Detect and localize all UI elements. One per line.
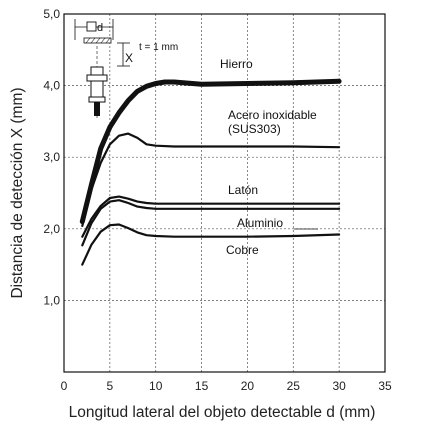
sensor-body	[90, 80, 104, 98]
target-hatch-3	[95, 37, 101, 44]
x-tick-label: 10	[149, 379, 163, 393]
target-hatch-2	[90, 37, 96, 44]
y-tick-label: 1,0	[43, 293, 60, 307]
square-symbol	[86, 21, 97, 32]
series-line-acero-inoxidable	[81, 132, 341, 227]
series-label-aluminio: Aluminio	[237, 216, 283, 230]
y-tick-label: 4,0	[43, 79, 60, 93]
x-axis-label: Longitud lateral del objeto detectable d…	[69, 404, 376, 421]
y-tick-label: 2,0	[43, 222, 60, 236]
d-symbol-label: d	[97, 22, 103, 34]
series-lines	[79, 78, 342, 266]
target-hatch-1	[85, 37, 91, 44]
series-line-cobre	[81, 223, 341, 266]
y-tick-labels: 1,0 2,0 3,0 4,0 5,0	[43, 7, 60, 307]
x-tick-label: 15	[195, 379, 209, 393]
sensor-diagram: d X t = 1 mm	[74, 19, 178, 118]
x-tick-label: 25	[287, 379, 301, 393]
sensor-head	[90, 66, 104, 76]
thickness-note: t = 1 mm	[139, 42, 178, 53]
series-label-hierro: Hierro	[220, 57, 253, 71]
plot-frame	[63, 13, 386, 373]
series-label-cobre: Cobre	[226, 243, 259, 257]
target-plate	[83, 37, 112, 44]
y-axis-label: Distancia de detección X (mm)	[9, 87, 26, 298]
x-tick-label: 35	[378, 379, 392, 393]
series-label-acero: Acero inoxidable	[228, 108, 317, 122]
sensor-cable	[94, 102, 100, 116]
y-tick-label: 5,0	[43, 7, 60, 21]
series-line-aluminio	[81, 199, 341, 247]
x-tick-label: 20	[241, 379, 255, 393]
x-tick-labels: 0 5 10 15 20 25 30 35	[61, 379, 392, 393]
target-hatch-4	[100, 37, 106, 44]
sensor-lower-nut	[88, 96, 106, 103]
x-tick-label: 5	[107, 379, 114, 393]
target-hatch-5	[105, 37, 111, 44]
series-line-hierro	[79, 78, 342, 225]
series-label-acero-grade: (SUS303)	[228, 122, 281, 136]
series-label-laton: Latón	[228, 183, 258, 197]
x-tick-label: 30	[332, 379, 346, 393]
x-symbol-label: X	[125, 51, 133, 65]
series-line-laton	[81, 195, 341, 238]
x-tick-label: 0	[61, 379, 68, 393]
y-tick-label: 3,0	[43, 150, 60, 164]
sensor-nut	[86, 74, 108, 82]
